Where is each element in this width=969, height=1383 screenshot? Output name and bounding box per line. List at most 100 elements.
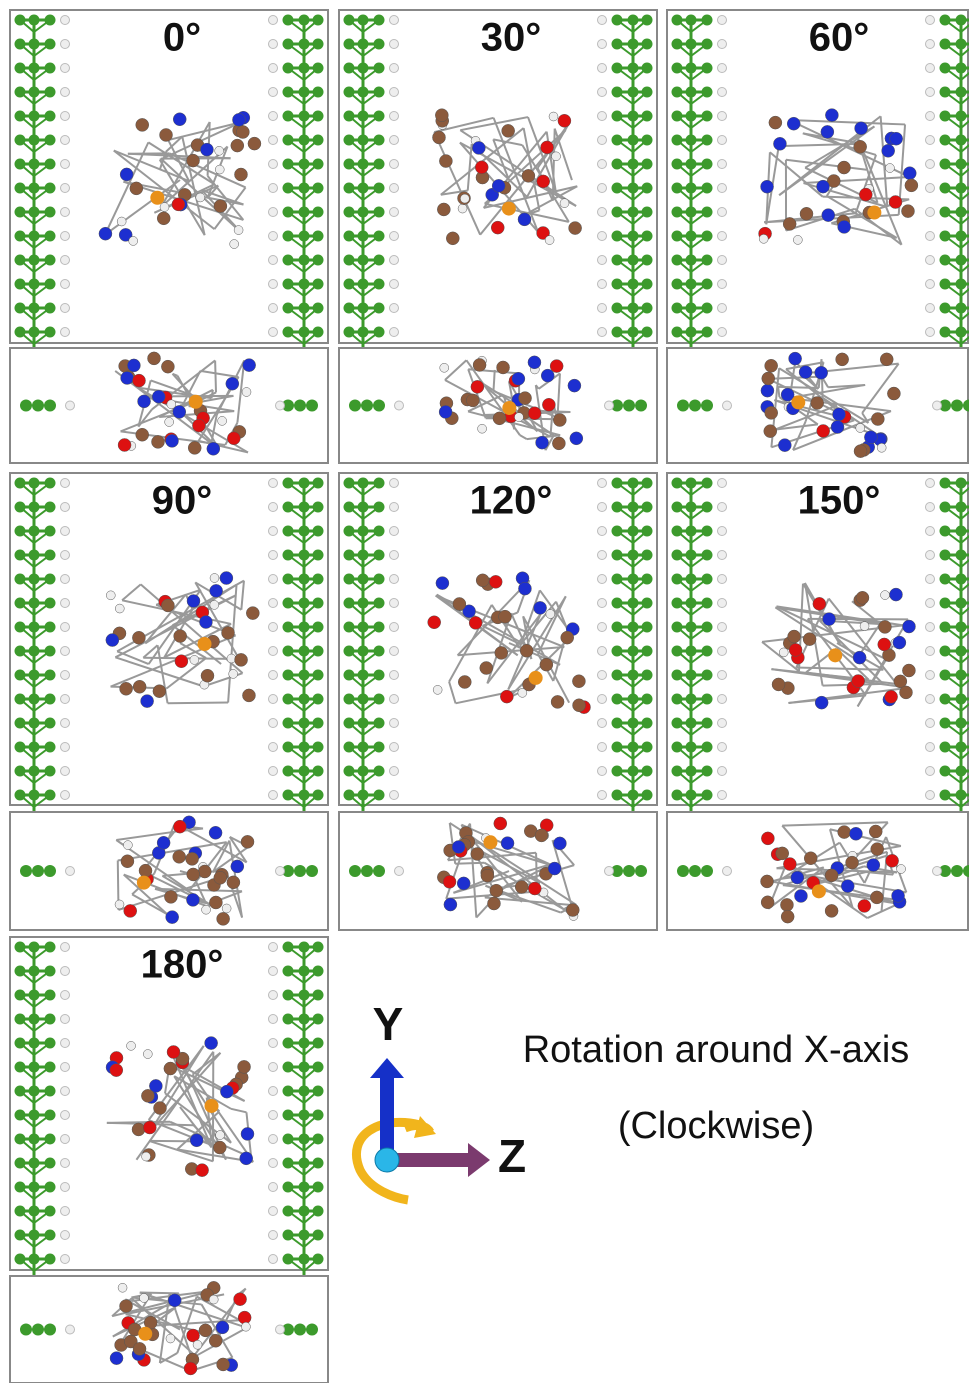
atom [358,622,369,633]
atom [294,865,306,877]
atom [45,327,56,338]
atom [299,279,310,290]
atom [118,438,131,451]
atom [642,135,653,146]
atom [926,767,935,776]
atom [815,696,828,709]
atom [45,598,56,609]
atom [299,1206,310,1217]
atom [269,304,278,313]
atom [269,647,278,656]
atom [672,87,683,98]
atom [196,193,205,202]
atom [283,990,294,1001]
atom [672,279,683,290]
atom [29,1062,40,1073]
atom [552,152,561,161]
atom [209,1295,218,1304]
atom [612,15,623,26]
atom [45,1230,56,1241]
atom [718,551,727,560]
atom [569,222,582,235]
atom [29,231,40,242]
atom [374,766,385,777]
atom [642,478,653,489]
atom [956,231,967,242]
atom [869,825,882,838]
atom [598,503,607,512]
atom [202,905,211,914]
atom [61,527,70,536]
atom [15,1038,26,1049]
atom [926,232,935,241]
atom [566,904,579,917]
atom [612,574,623,585]
atom [718,232,727,241]
atom [269,112,278,121]
atom [231,860,244,873]
atom [299,1110,310,1121]
atom [374,694,385,705]
atom [207,442,220,455]
atom [209,896,222,909]
atom [686,183,697,194]
atom [460,194,469,203]
atom [783,858,796,871]
atom [858,899,871,912]
atom [940,550,951,561]
atom [686,478,697,489]
atom [642,327,653,338]
atom [718,767,727,776]
atom [373,400,385,412]
atom [702,574,713,585]
atom [192,419,205,432]
atom [217,912,230,925]
atom [940,327,951,338]
atom [501,837,514,850]
atom [269,527,278,536]
atom [686,574,697,585]
atom [926,527,935,536]
atom [45,1206,56,1217]
top-view-frame [667,473,968,805]
atom [165,418,174,427]
atom [306,865,318,877]
atom [313,1062,324,1073]
atom [45,550,56,561]
atom [120,1300,133,1313]
atom [672,303,683,314]
atom [686,159,697,170]
atom [15,550,26,561]
atom [299,598,310,609]
atom [222,626,235,639]
atom [723,867,732,876]
atom [283,1134,294,1145]
atom [299,255,310,266]
atom [283,1206,294,1217]
atom [218,416,227,425]
atom [487,897,500,910]
atom [358,526,369,537]
atom [313,598,324,609]
atom [45,1254,56,1265]
atom [598,575,607,584]
atom [148,352,161,365]
atom [502,202,516,216]
atom [390,232,399,241]
atom [867,206,881,220]
atom [299,1062,310,1073]
atom [628,718,639,729]
atom [831,421,844,434]
atom [598,671,607,680]
atom [139,864,152,877]
atom [283,1110,294,1121]
atom [598,184,607,193]
atom [926,551,935,560]
atom [66,867,75,876]
atom [61,719,70,728]
atom [926,743,935,752]
atom [536,436,549,449]
atom [130,182,143,195]
atom [956,207,967,218]
atom [672,574,683,585]
